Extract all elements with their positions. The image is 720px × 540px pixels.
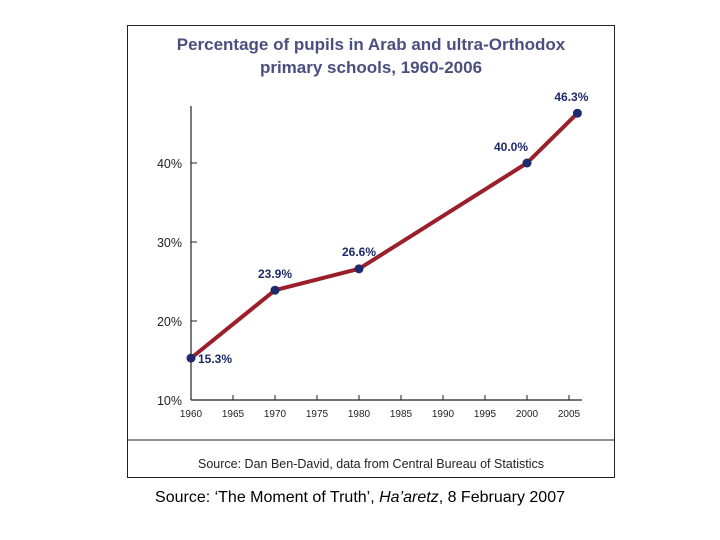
data-point — [354, 264, 364, 274]
chart-frame: Percentage of pupils in Arab and ultra-O… — [127, 25, 615, 478]
image-caption: Source: ‘The Moment of Truth’, Ha’aretz,… — [0, 489, 720, 507]
caption-suffix: , 8 February 2007 — [438, 489, 565, 506]
chart-title-line-2: primary schools, 1960-2006 — [260, 58, 482, 77]
caption-prefix: Source: ‘The Moment of Truth’, — [155, 489, 380, 506]
y-tick-label: 10% — [157, 394, 182, 408]
x-tick-label: 1970 — [264, 409, 287, 420]
x-tick-label: 1995 — [474, 409, 497, 420]
line-chart: Percentage of pupils in Arab and ultra-O… — [128, 35, 614, 471]
data-label: 40.0% — [494, 140, 528, 154]
chart-title-line-1: Percentage of pupils in Arab and ultra-O… — [177, 35, 566, 54]
data-label: 23.9% — [258, 267, 292, 281]
x-tick-label: 1965 — [222, 409, 245, 420]
y-tick-label: 30% — [157, 236, 182, 250]
data-point — [572, 108, 582, 118]
x-tick-label: 1960 — [180, 409, 203, 420]
caption-publication: Ha’aretz — [379, 489, 439, 506]
data-label: 15.3% — [198, 352, 232, 366]
x-tick-label: 1975 — [306, 409, 329, 420]
data-point — [522, 158, 532, 168]
data-label: 26.6% — [342, 245, 376, 259]
data-point — [270, 285, 280, 295]
x-tick-label: 1985 — [390, 409, 413, 420]
x-tick-label: 2000 — [516, 409, 539, 420]
x-tick-label: 1980 — [348, 409, 371, 420]
x-tick-label: 1990 — [432, 409, 455, 420]
chart-source-note: Source: Dan Ben-David, data from Central… — [198, 457, 544, 471]
y-tick-label: 20% — [157, 315, 182, 329]
y-tick-label: 40% — [157, 157, 182, 171]
data-label: 46.3% — [554, 90, 588, 104]
data-point — [186, 353, 196, 363]
x-tick-label: 2005 — [558, 409, 581, 420]
